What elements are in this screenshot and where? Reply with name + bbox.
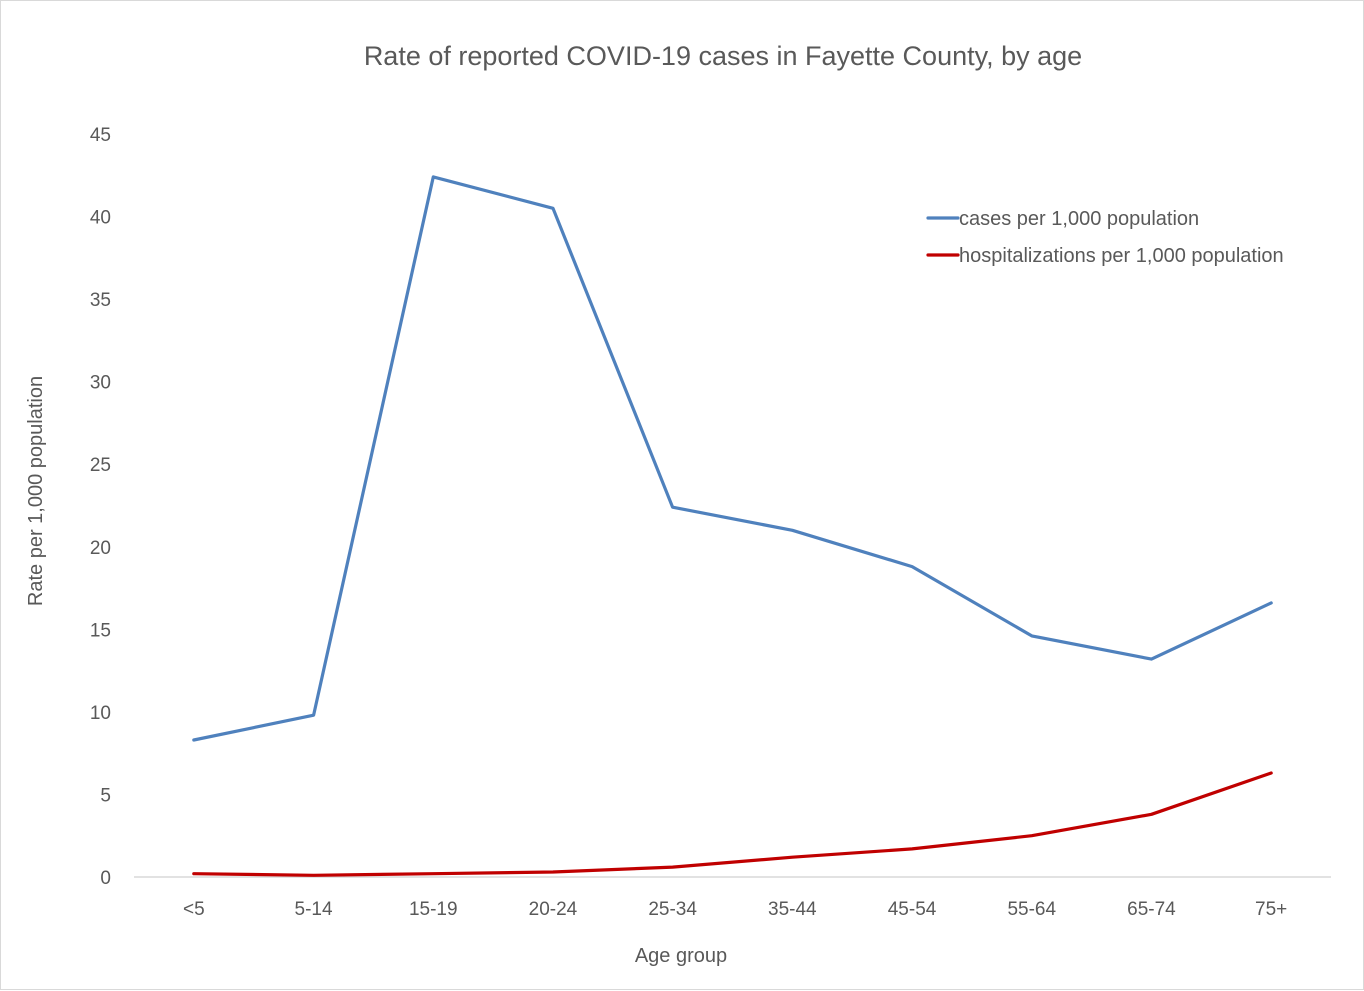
x-tick-label: 35-44 [768,899,817,920]
y-axis-title: Rate per 1,000 population [25,376,47,606]
x-tick-label: 15-19 [409,899,458,920]
y-tick-label: 30 [90,373,111,394]
x-tick-label: 45-54 [888,899,937,920]
x-axis-title: Age group [635,945,727,967]
y-tick-label: 10 [90,703,111,724]
series-layer [192,175,1273,877]
chart-title: Rate of reported COVID-19 cases in Fayet… [364,41,1082,71]
x-tick-label: 65-74 [1127,899,1176,920]
x-tick-label: 20-24 [529,899,578,920]
legend: cases per 1,000 population hospitalizatio… [926,208,1284,267]
legend-label: hospitalizations per 1,000 population [959,245,1284,267]
legend-label: cases per 1,000 population [959,208,1199,230]
x-tick-label: 75+ [1255,899,1287,920]
x-axis-ticks: <5 5-14 15-19 20-24 25-34 35-44 45-54 55-64 65-7… [183,899,1287,920]
series-line-hospitalizations [192,771,1273,877]
x-tick-label: 55-64 [1007,899,1056,920]
x-tick-label: 25-34 [648,899,697,920]
y-tick-label: 25 [90,455,111,476]
x-tick-label: 5-14 [295,899,333,920]
y-tick-label: 15 [90,620,111,641]
x-tick-label: <5 [183,899,205,920]
y-tick-label: 0 [100,868,111,889]
y-tick-label: 45 [90,125,111,146]
y-tick-label: 35 [90,290,111,311]
y-tick-label: 20 [90,538,111,559]
y-tick-label: 40 [90,208,111,229]
y-axis-ticks: 0 5 10 15 20 25 30 35 40 45 [90,125,111,889]
y-tick-label: 5 [100,785,111,806]
series-line-cases [192,175,1273,742]
